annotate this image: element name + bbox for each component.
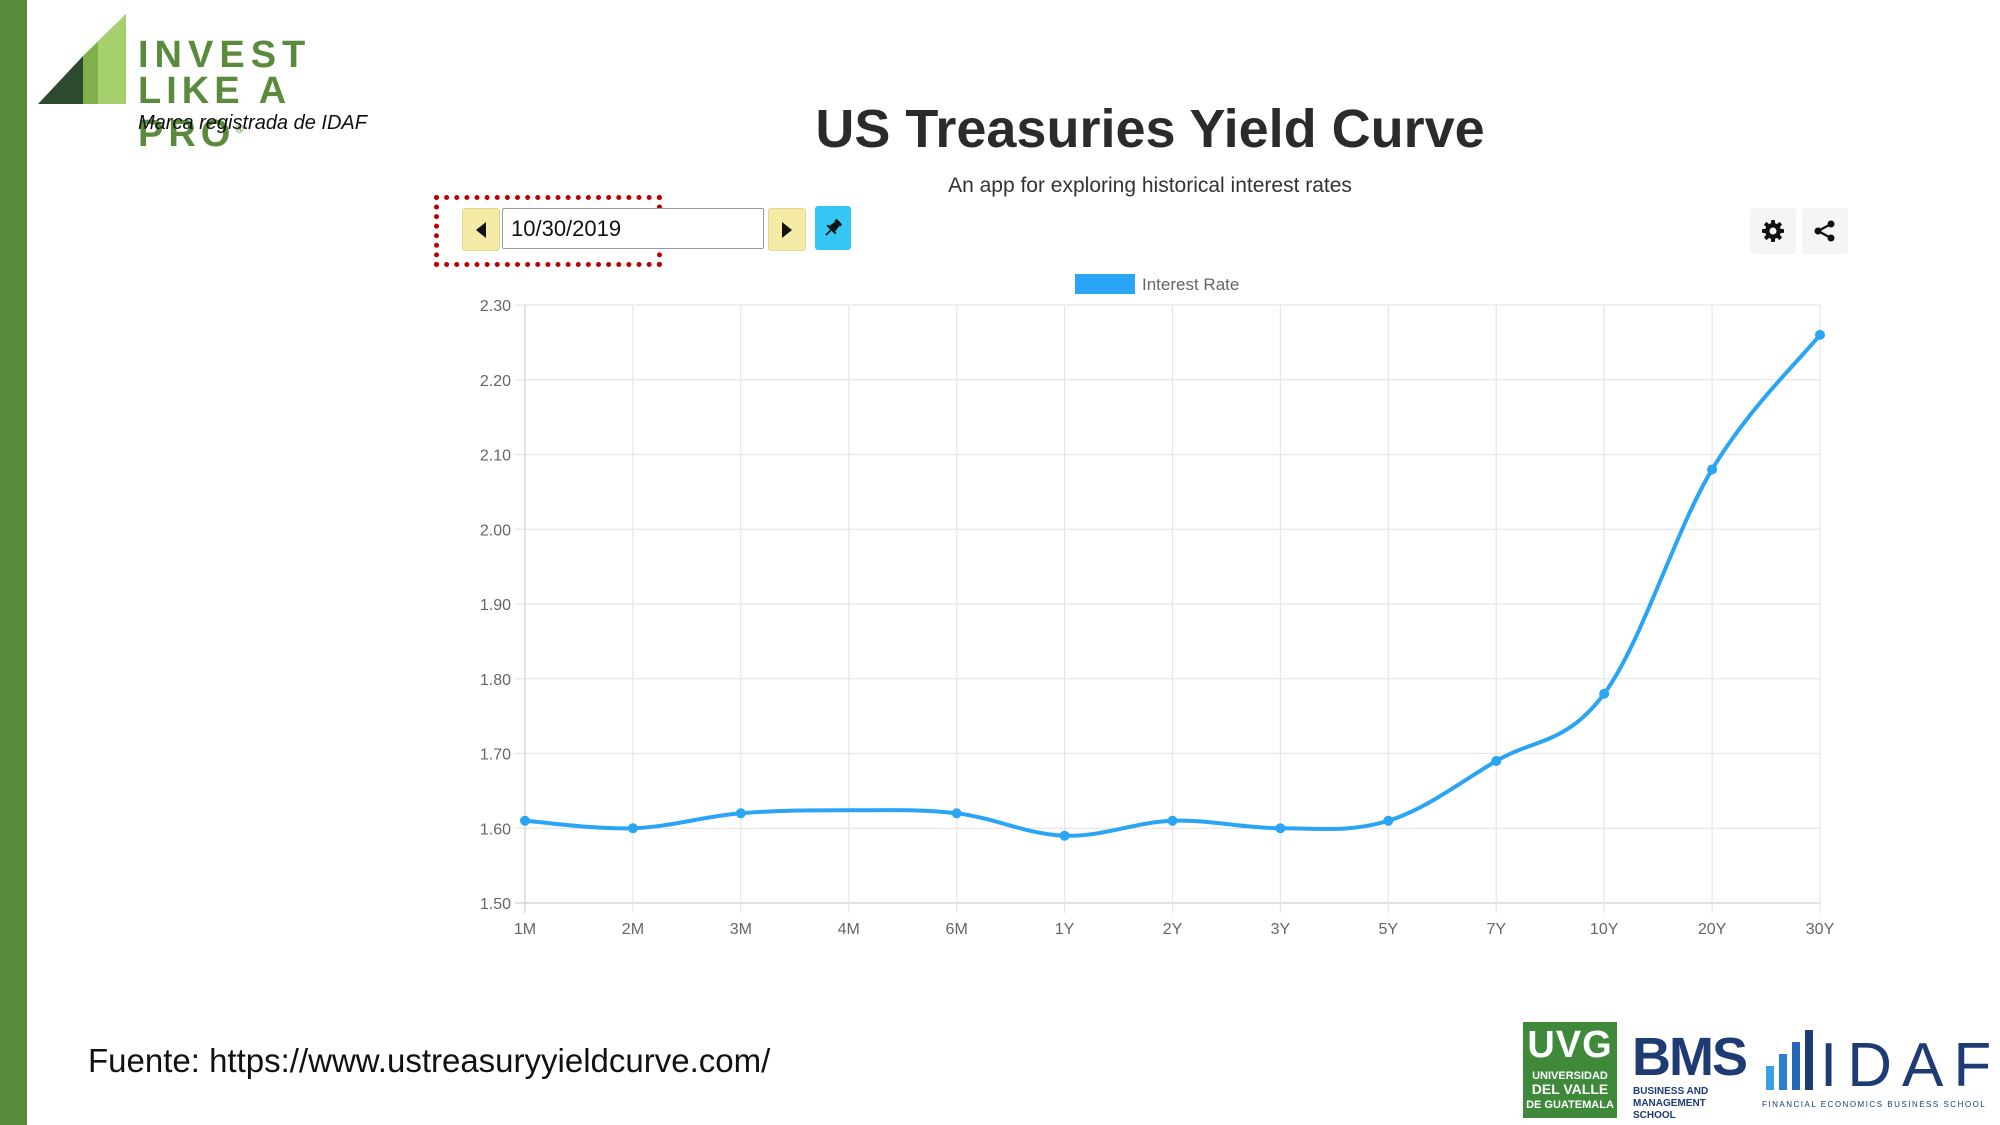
- series-line-interest-rate: [524, 333, 1822, 838]
- y-tick-label: 2.10: [480, 448, 511, 465]
- data-point-3y: [1275, 823, 1286, 834]
- x-tick-label: 4M: [838, 921, 860, 938]
- next-date-button[interactable]: [768, 208, 806, 251]
- y-tick-label: 1.80: [480, 672, 511, 689]
- x-axis-ticks: 1M 2M 3M 4M 6M 1Y 2Y 3Y 5Y 7Y 10Y 20Y 30Y: [514, 921, 1835, 938]
- data-point-6m: [951, 808, 962, 819]
- x-tick-label: 20Y: [1698, 921, 1727, 938]
- pin-button[interactable]: [815, 206, 851, 250]
- bar-chart-icon: [1766, 1030, 1813, 1090]
- share-button[interactable]: [1802, 208, 1848, 254]
- data-point-20y: [1707, 464, 1718, 475]
- bms-logo-subtext: BUSINESS AND MANAGEMENT SCHOOL: [1633, 1086, 1709, 1121]
- uvg-logo-line1: UNIVERSIDAD: [1532, 1070, 1608, 1082]
- y-tick-label: 2.20: [480, 373, 511, 390]
- y-axis-ticks: 1.50 1.60 1.70 1.80 1.90 2.00 2.10 2.20 2.30: [480, 298, 511, 913]
- settings-button[interactable]: [1750, 208, 1796, 254]
- x-tick-label: 3Y: [1271, 921, 1291, 938]
- chart-legend: Interest Rate: [1075, 274, 1239, 294]
- y-tick-label: 1.70: [480, 747, 511, 764]
- bms-logo-text: BMS: [1632, 1027, 1748, 1087]
- data-point-1y: [1059, 830, 1070, 841]
- x-tick-label: 3M: [730, 921, 752, 938]
- uvg-logo-text: UVG: [1527, 1024, 1613, 1066]
- x-tick-label: 7Y: [1486, 921, 1506, 938]
- idaf-logo-text: IDAF: [1820, 1031, 2000, 1100]
- data-point-3m: [735, 808, 746, 819]
- logo-tagline: Marca registrada de IDAF: [138, 112, 367, 134]
- caret-left-icon: [476, 221, 486, 238]
- idaf-logo: IDAF FINANCIAL ECONOMICS BUSINESS SCHOOL: [1762, 1022, 1991, 1118]
- data-point-30y: [1815, 329, 1825, 340]
- logo-mountain-icon: [38, 14, 126, 104]
- logo-text-like-a-pro: LIKE A PRO®: [138, 70, 290, 155]
- left-accent-bar: [0, 0, 27, 1125]
- x-tick-label: 1Y: [1055, 921, 1075, 938]
- data-point-2m: [627, 823, 638, 834]
- data-point-1m: [520, 815, 530, 826]
- y-tick-label: 1.50: [480, 896, 511, 913]
- logo-text-invest: INVEST: [138, 34, 312, 76]
- x-tick-label: 2Y: [1163, 921, 1183, 938]
- bms-logo: BMS BUSINESS AND MANAGEMENT SCHOOL: [1632, 1022, 1748, 1121]
- x-tick-label: 5Y: [1379, 921, 1399, 938]
- idaf-logo-subtext: FINANCIAL ECONOMICS BUSINESS SCHOOL: [1762, 1100, 1987, 1109]
- page-subtitle: An app for exploring historical interest…: [948, 174, 1352, 197]
- data-point-7y: [1491, 755, 1502, 766]
- uvg-logo: UVG UNIVERSIDAD DEL VALLE DE GUATEMALA: [1523, 1022, 1617, 1118]
- y-tick-label: 1.60: [480, 821, 511, 838]
- caret-right-icon: [782, 221, 792, 238]
- data-point-5y: [1383, 815, 1394, 826]
- x-tick-label: 6M: [946, 921, 968, 938]
- date-input[interactable]: [502, 208, 764, 249]
- uvg-logo-line3: DE GUATEMALA: [1526, 1099, 1614, 1111]
- invest-like-a-pro-logo: INVEST LIKE A PRO® Marca registrada de I…: [38, 14, 398, 155]
- share-icon: [1814, 220, 1835, 242]
- uvg-logo-line2: DEL VALLE: [1531, 1081, 1609, 1097]
- pin-icon: [825, 218, 843, 236]
- page-title: US Treasuries Yield Curve: [815, 99, 1485, 159]
- previous-date-button[interactable]: [462, 208, 500, 251]
- y-tick-label: 2.00: [480, 522, 511, 539]
- y-tick-label: 1.90: [480, 597, 511, 614]
- legend-label: Interest Rate: [1142, 275, 1239, 294]
- data-point-10y: [1599, 688, 1610, 699]
- x-tick-label: 30Y: [1806, 921, 1835, 938]
- x-tick-label: 10Y: [1590, 921, 1619, 938]
- y-tick-label: 2.30: [480, 298, 511, 315]
- x-tick-label: 2M: [622, 921, 644, 938]
- legend-swatch: [1075, 274, 1135, 294]
- data-point-2y: [1167, 815, 1178, 826]
- x-tick-label: 1M: [514, 921, 536, 938]
- series-points: [520, 329, 1825, 841]
- gear-icon: [1762, 220, 1784, 242]
- source-citation: Fuente: https://www.ustreasuryyieldcurve…: [88, 1042, 771, 1079]
